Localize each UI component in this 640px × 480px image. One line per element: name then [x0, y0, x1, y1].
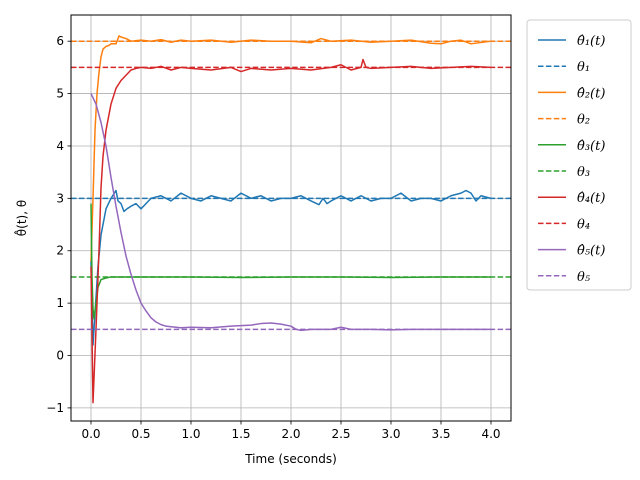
x-axis-ticks: 0.0 0.5 1.0 1.5 2.0 2.5 3.0 3.5 4.0 [81, 421, 501, 441]
x-tick-label: 2.0 [281, 427, 300, 441]
legend-entry: θ̂₃(t) [577, 139, 605, 154]
legend-entry: θ₁ [577, 60, 590, 75]
legend-entry: θ̂₅(t) [577, 244, 605, 259]
y-tick-label: 6 [56, 34, 64, 48]
x-tick-label: 3.0 [381, 427, 400, 441]
x-axis-label: Time (seconds) [244, 452, 337, 466]
y-axis-label: θ̂(t), θ [13, 200, 29, 236]
series-line-7 [90, 58, 492, 404]
x-tick-label: 3.5 [431, 427, 450, 441]
legend-entry: θ̂₁(t) [577, 34, 605, 49]
y-tick-label: 2 [56, 244, 64, 258]
legend-entry: θ₄ [577, 217, 590, 232]
legend-entry: θ̂₂(t) [577, 86, 605, 101]
y-tick-label: 4 [56, 139, 64, 153]
x-tick-label: 0.0 [81, 427, 100, 441]
y-tick-label: 1 [56, 296, 64, 310]
x-tick-label: 0.5 [131, 427, 150, 441]
x-tick-label: 1.0 [181, 427, 200, 441]
legend-entry: θ̂₄(t) [577, 191, 605, 206]
plot-lines [71, 35, 511, 404]
y-tick-label: 3 [56, 191, 64, 205]
x-tick-label: 2.5 [331, 427, 350, 441]
x-tick-label: 1.5 [231, 427, 250, 441]
legend-entry: θ₃ [577, 165, 590, 180]
legend: θ̂₁(t) θ₁ θ̂₂(t) θ₂ θ̂₃(t) θ₃ θ̂₄(t) θ₄ θ̂₅(t) θ₅ [526, 19, 632, 291]
y-tick-label: 5 [56, 87, 64, 101]
series-line-9 [90, 93, 491, 332]
y-axis-ticks: −1 0 1 2 3 4 5 6 [46, 34, 71, 415]
legend-entry: θ₅ [577, 270, 591, 285]
legend-box [526, 19, 632, 291]
x-tick-label: 4.0 [481, 427, 500, 441]
legend-entry: θ₂ [577, 113, 590, 128]
y-tick-label: 0 [56, 349, 64, 363]
y-tick-label: −1 [46, 401, 64, 415]
